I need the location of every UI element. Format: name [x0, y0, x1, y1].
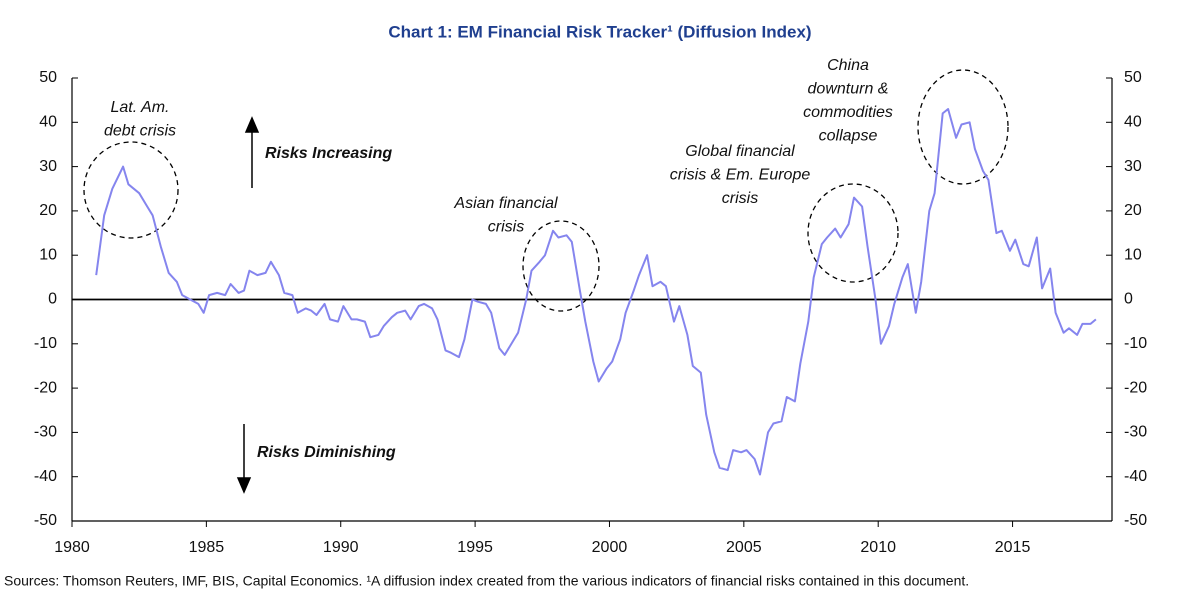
annotation: collapse [819, 128, 878, 145]
arrow-head [236, 477, 252, 494]
y2-tick-label: 40 [1124, 114, 1142, 131]
y-tick-label: 10 [39, 246, 57, 263]
circle [522, 220, 600, 312]
data-line [95, 108, 1097, 476]
y-tick-label: -50 [34, 512, 57, 529]
annotation: Risks Increasing [265, 145, 392, 162]
x-tick-label: 2010 [860, 539, 896, 556]
x-tick-label: 2005 [726, 539, 762, 556]
x-tick-label: 1990 [323, 539, 359, 556]
y-tick-label: 30 [39, 158, 57, 175]
annotation: crisis [488, 219, 524, 236]
y-tick-label: -10 [34, 335, 57, 352]
y2-tick-label: 10 [1124, 246, 1142, 263]
chart-title: Chart 1: EM Financial Risk Tracker¹ (Dif… [388, 22, 811, 41]
x-tick-label: 1995 [457, 539, 493, 556]
annotation: crisis [722, 190, 758, 207]
source-note: Sources: Thomson Reuters, IMF, BIS, Capi… [4, 573, 969, 589]
y2-tick-label: 30 [1124, 158, 1142, 175]
annotation: commodities [803, 104, 893, 121]
y-tick-label: 20 [39, 202, 57, 219]
x-tick-label: 1985 [189, 539, 225, 556]
y2-tick-label: -30 [1124, 424, 1147, 441]
y2-tick-label: 0 [1124, 291, 1133, 308]
annotation: downturn & [808, 81, 889, 98]
annotation: debt crisis [104, 123, 176, 140]
arrows [236, 116, 260, 494]
y-tick-label: -30 [34, 424, 57, 441]
y-tick-label: 40 [39, 114, 57, 131]
circle [917, 69, 1009, 185]
y-tick-label: 50 [39, 69, 57, 86]
y2-tick-label: 50 [1124, 69, 1142, 86]
annotation: Global financial [685, 143, 795, 160]
x-tick-label: 1980 [54, 539, 90, 556]
x-tick-label: 2015 [995, 539, 1031, 556]
circle [83, 141, 179, 239]
y2-tick-label: -50 [1124, 512, 1147, 529]
highlight-circles [83, 69, 1009, 312]
y2-tick-label: -40 [1124, 468, 1147, 485]
annotation: Risks Diminishing [257, 444, 396, 461]
annotation: crisis & Em. Europe [670, 167, 811, 184]
y2-tick-label: 20 [1124, 202, 1142, 219]
circle [807, 183, 899, 283]
y2-tick-label: -20 [1124, 379, 1147, 396]
annotation: Asian financial [453, 195, 558, 212]
arrow-head [244, 116, 260, 133]
y-tick-label: -20 [34, 379, 57, 396]
y-tick-label: 0 [48, 291, 57, 308]
annotation: Lat. Am. [111, 99, 170, 116]
y-tick-label: -40 [34, 468, 57, 485]
x-tick-label: 2000 [592, 539, 628, 556]
annotation: China [827, 57, 869, 74]
y2-tick-label: -10 [1124, 335, 1147, 352]
